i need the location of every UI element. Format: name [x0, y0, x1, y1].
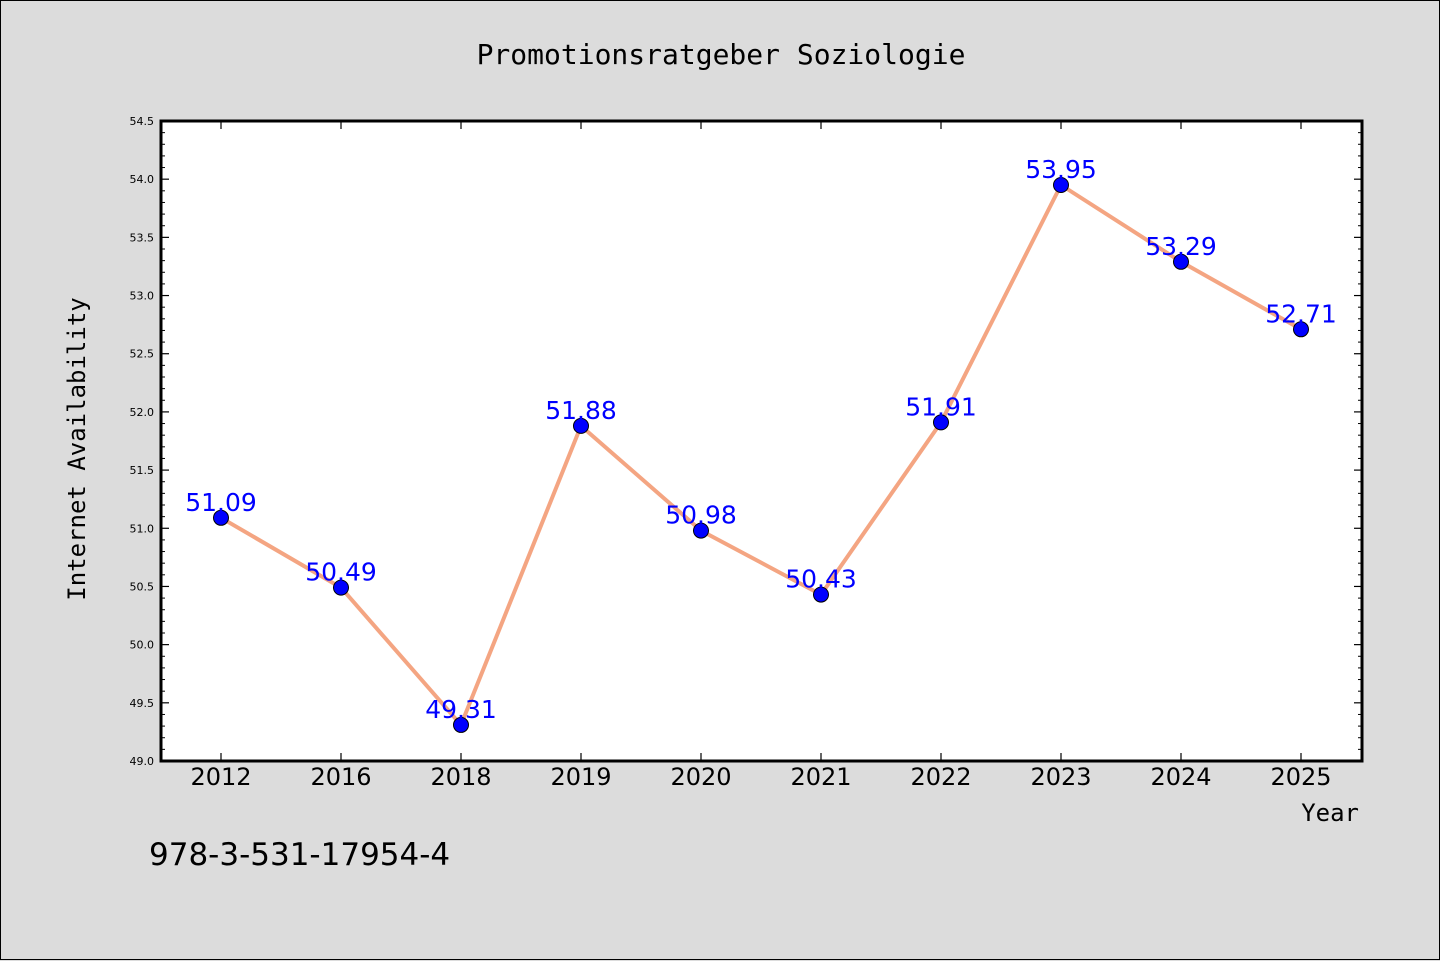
y-tick-label: 51.5 [130, 464, 155, 477]
y-tick-label: 49.0 [130, 755, 155, 768]
plot-border [159, 119, 1364, 763]
x-tick-label: 2022 [910, 763, 971, 791]
chart-title: Promotionsratgeber Soziologie [477, 38, 966, 71]
x-tick-label: 2018 [430, 763, 491, 791]
data-point [1053, 177, 1069, 193]
data-point [1293, 321, 1309, 338]
y-tick-label: 50.5 [130, 580, 155, 593]
data-point [1173, 253, 1189, 270]
data-label: 49.31 [425, 695, 497, 724]
data-label: 52.71 [1265, 299, 1337, 328]
data-point [573, 417, 589, 434]
x-tick-label: 2024 [1150, 763, 1211, 791]
x-tick-label: 2021 [790, 763, 851, 791]
data-point [693, 522, 709, 539]
x-axis-label: Year [1301, 799, 1359, 827]
data-point [933, 414, 949, 431]
data-label: 50.98 [665, 501, 737, 530]
data-label: 53.29 [1145, 232, 1217, 261]
y-axis-label: Internet Availability [63, 297, 91, 600]
plot-area [161, 121, 1362, 761]
y-tick-label: 52.5 [130, 348, 155, 361]
data-point [453, 716, 469, 733]
data-point [333, 579, 349, 596]
x-tick-label: 2019 [550, 763, 611, 791]
y-tick-label: 49.5 [130, 697, 155, 710]
x-tick-label: 2025 [1270, 763, 1331, 791]
series-line [219, 183, 1302, 727]
y-tick-label: 51.0 [130, 522, 155, 535]
y-tick-label: 54.0 [130, 173, 155, 186]
data-label: 53.95 [1025, 155, 1097, 184]
y-tick-label: 53.0 [130, 290, 155, 303]
data-point [813, 586, 829, 603]
isbn-caption: 978-3-531-17954-4 [149, 837, 450, 873]
data-label: 50.43 [785, 565, 857, 594]
x-tick-label: 2023 [1030, 763, 1091, 791]
y-tick-label: 52.0 [130, 406, 155, 419]
y-tick-label: 53.5 [130, 231, 155, 244]
x-tick-label: 2016 [310, 763, 371, 791]
series-group: 51.09 50.49 49.31 51.88 50.98 50.43 51.91 53.95… [185, 155, 1337, 733]
x-axis-ticks: 2012 2016 2018 2019 2020 2021 2022 2023 2024 2025 [190, 121, 1332, 791]
data-label: 51.09 [185, 488, 257, 517]
x-tick-label: 2020 [670, 763, 731, 791]
data-label: 51.91 [905, 392, 977, 421]
data-point [213, 509, 229, 526]
y-tick-label: 50.0 [130, 639, 155, 652]
y-axis-ticks: 49.0 49.5 50.0 50.5 51.0 51.5 52.0 52.5 53.0 53.5… [130, 115, 1362, 768]
data-label: 51.88 [545, 396, 617, 425]
y-tick-label: 54.5 [130, 115, 155, 128]
x-tick-label: 2012 [190, 763, 251, 791]
data-label: 50.49 [305, 558, 377, 587]
